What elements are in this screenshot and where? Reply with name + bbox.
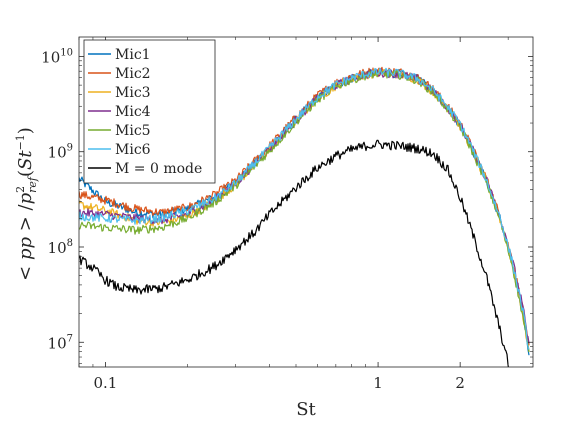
y-tick-base: 10 <box>48 334 67 352</box>
y-tick-base: 10 <box>48 144 67 162</box>
series-line-7 <box>79 139 509 367</box>
series-line-6 <box>79 67 530 350</box>
y-tick-label: 107 <box>48 333 73 352</box>
x-tick-label: 0.1 <box>93 374 117 392</box>
plot-frame <box>78 36 534 368</box>
x-tick-label: 2 <box>455 374 465 392</box>
legend-label: Mic5 <box>115 123 151 139</box>
y-axis-title: < pp > /p2ref(St−1) <box>14 127 39 281</box>
series-layer <box>79 66 530 367</box>
legend-label: Mic4 <box>115 104 151 120</box>
y-tick-base: 10 <box>48 239 67 257</box>
y-tick-exponent: 9 <box>67 143 73 154</box>
legend-label: Mic1 <box>115 47 151 63</box>
legend-label: Mic3 <box>115 85 151 101</box>
x-axis-title: St <box>296 399 316 420</box>
y-tick-exponent: 7 <box>67 333 73 344</box>
legend: Mic1 Mic2 Mic3 Mic4 Mic5 Mic6 M = 0 mode <box>83 39 216 184</box>
y-tick-exponent: 8 <box>67 238 73 249</box>
y-tick-base: 10 <box>41 48 60 66</box>
y-tick-label: 109 <box>48 143 73 162</box>
y-tick-exponent: 10 <box>60 47 73 58</box>
legend-label: M = 0 mode <box>115 161 202 177</box>
x-tick-label: 1 <box>373 374 383 392</box>
y-tick-label: 108 <box>48 238 73 257</box>
legend-label: Mic2 <box>115 66 151 82</box>
legend-label: Mic6 <box>115 142 151 158</box>
y-tick-label: 1010 <box>41 47 73 66</box>
